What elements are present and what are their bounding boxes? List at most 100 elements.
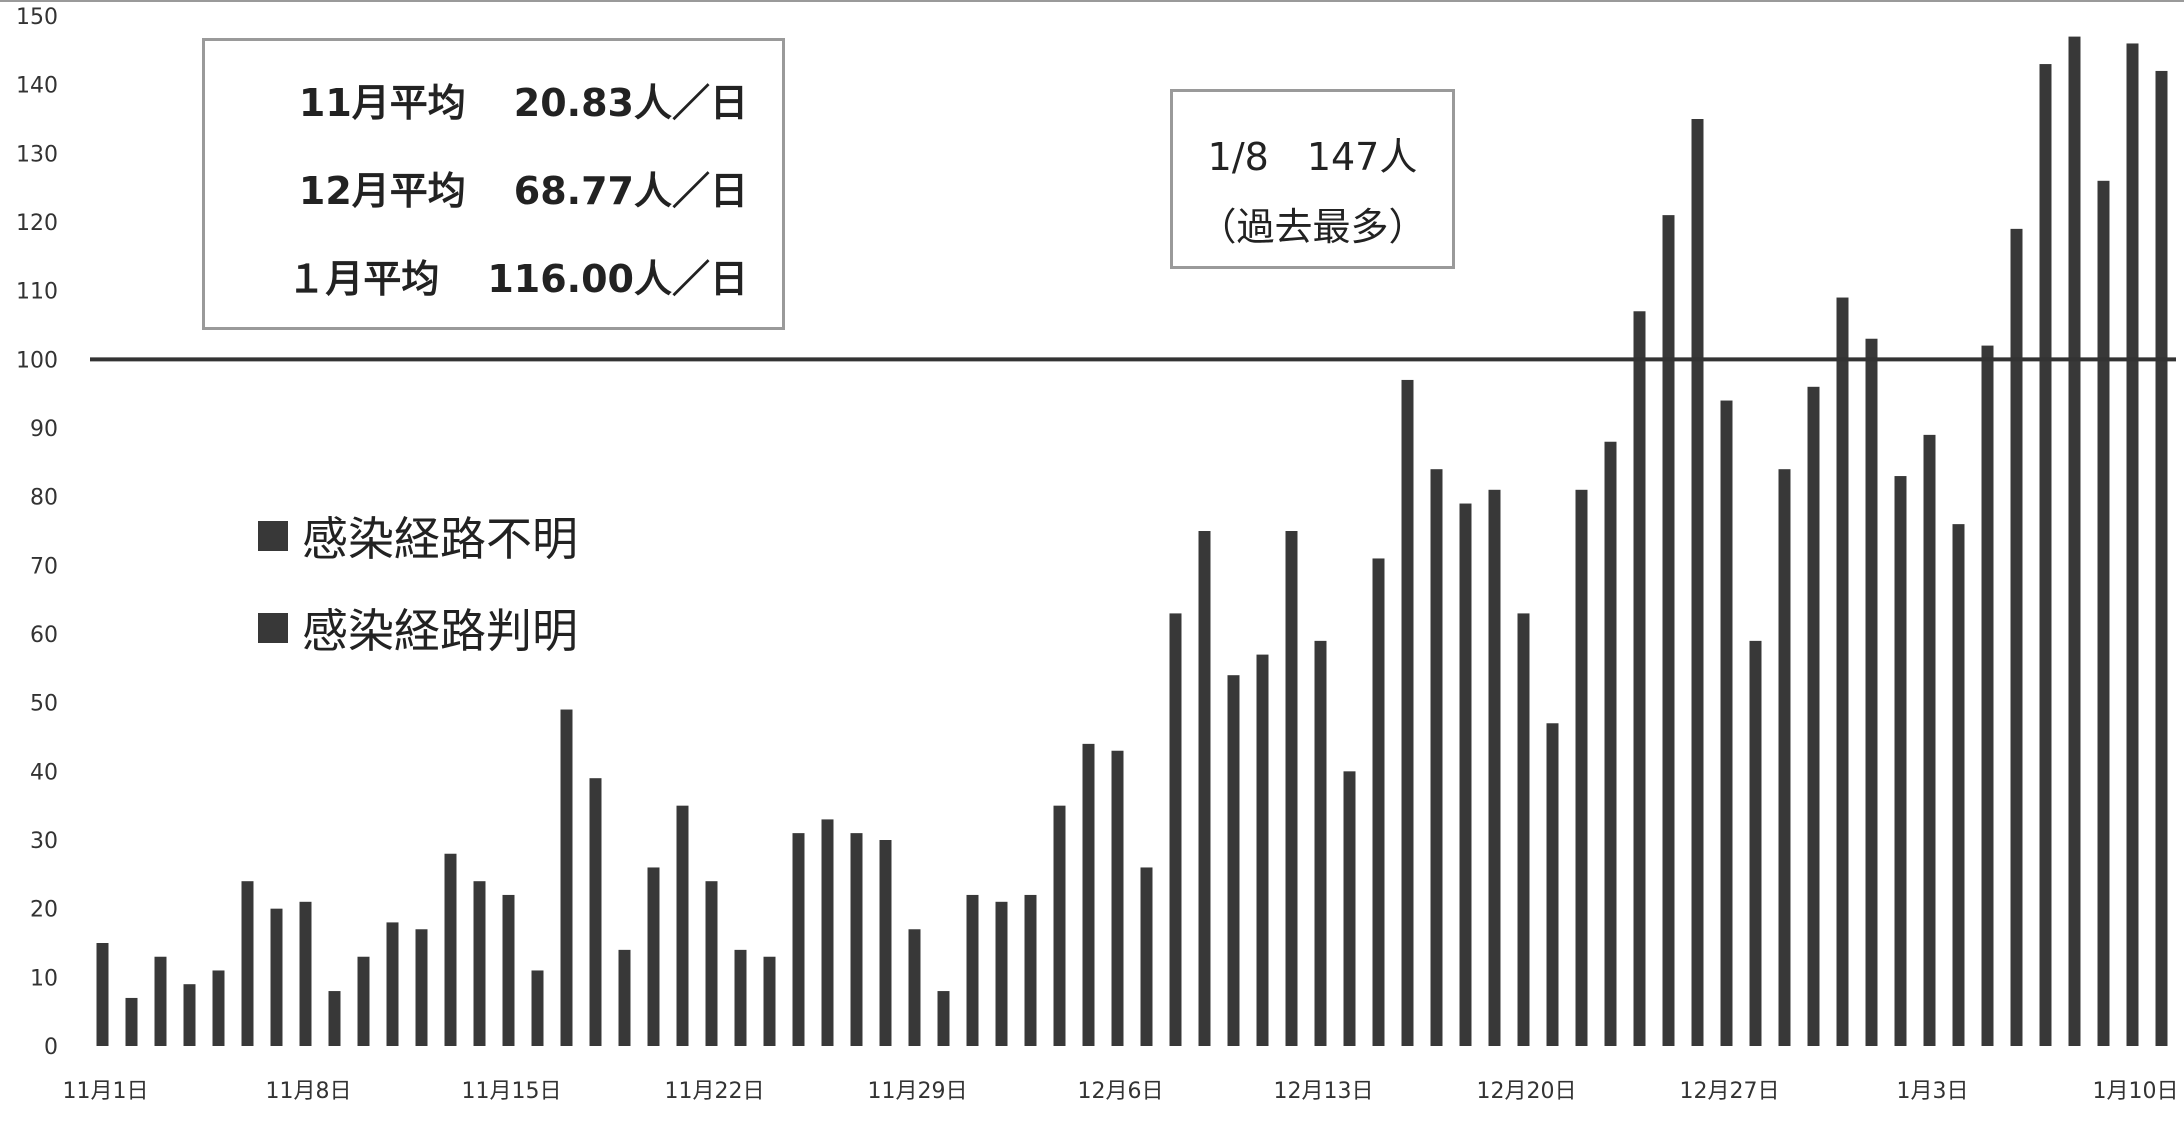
- bar: [1111, 750, 1124, 1046]
- bar: [270, 908, 283, 1046]
- bar: [299, 901, 312, 1046]
- bar: [212, 970, 225, 1046]
- record-annotation-box: 1/8 147人 （過去最多）: [1170, 89, 1455, 269]
- x-tick-label: 11月15日: [462, 1079, 562, 1104]
- bar: [1430, 469, 1443, 1046]
- bar: [1285, 531, 1298, 1046]
- x-axis: 11月1日 11月8日 11月15日 11月22日 11月29日 12月6日 12月13日 1…: [63, 1079, 2179, 1104]
- bar: [1604, 441, 1617, 1046]
- bar: [1691, 119, 1704, 1046]
- bar: [850, 833, 863, 1046]
- legend-label: 感染経路不明: [302, 512, 578, 566]
- bar: [415, 929, 428, 1046]
- legend-swatch: [258, 521, 288, 551]
- bar: [1488, 489, 1501, 1046]
- legend-item-unknown-route: 感染経路不明: [258, 490, 578, 582]
- bar: [2039, 64, 2052, 1047]
- bar: [1836, 297, 1849, 1046]
- legend-swatch: [258, 613, 288, 643]
- bar: [2068, 36, 2081, 1047]
- bar: [357, 956, 370, 1046]
- bar: [1778, 469, 1791, 1046]
- bar: [1169, 613, 1182, 1046]
- bar: [2097, 180, 2110, 1047]
- bar: [1720, 400, 1733, 1046]
- bar: [763, 956, 776, 1046]
- x-tick-label: 12月6日: [1078, 1079, 1164, 1104]
- bar: [995, 901, 1008, 1046]
- bar: [618, 949, 631, 1046]
- legend-item-known-route: 感染経路判明: [258, 582, 578, 674]
- y-tick-label: 80: [30, 486, 58, 511]
- bar: [1053, 805, 1066, 1046]
- bar: [1024, 894, 1037, 1046]
- bar: [792, 833, 805, 1046]
- x-tick-label: 11月22日: [665, 1079, 765, 1104]
- y-tick-label: 90: [30, 417, 58, 442]
- bar: [1517, 613, 1530, 1046]
- bar: [386, 922, 399, 1046]
- x-tick-label: 11月1日: [63, 1079, 149, 1104]
- bar: [1546, 723, 1559, 1046]
- x-tick-label: 12月13日: [1274, 1079, 1374, 1104]
- bar: [328, 991, 341, 1046]
- bar: [1227, 675, 1240, 1046]
- bar: [2155, 70, 2168, 1046]
- bars: [96, 36, 2168, 1047]
- bar: [183, 984, 196, 1046]
- y-tick-label: 50: [30, 692, 58, 717]
- bar: [1401, 379, 1414, 1046]
- y-tick-label: 100: [16, 348, 58, 373]
- x-tick-label: 12月27日: [1680, 1079, 1780, 1104]
- x-tick-label: 12月20日: [1477, 1079, 1577, 1104]
- bar: [1256, 654, 1269, 1046]
- average-value: 116.00人／日: [487, 257, 748, 301]
- bar: [1749, 640, 1762, 1046]
- bar: [647, 867, 660, 1046]
- record-date-count: 1/8 147人: [1207, 135, 1418, 179]
- average-label: １月平均: [287, 257, 440, 301]
- legend-label: 感染経路判明: [302, 604, 578, 658]
- bar: [154, 956, 167, 1046]
- y-tick-label: 0: [44, 1035, 58, 1060]
- bar: [1198, 531, 1211, 1046]
- bar: [1633, 311, 1646, 1046]
- average-value: 20.83人／日: [513, 81, 748, 125]
- average-row-january: １月平均 116.00人／日: [205, 235, 782, 323]
- bar: [966, 894, 979, 1046]
- bar: [2010, 228, 2023, 1046]
- bar: [96, 943, 109, 1046]
- bar: [502, 894, 515, 1046]
- bar: [1140, 867, 1153, 1046]
- bar: [908, 929, 921, 1046]
- bar: [531, 970, 544, 1046]
- monthly-average-box: 11月平均 20.83人／日 12月平均 68.77人／日 １月平均 116.0…: [202, 38, 785, 330]
- average-value: 68.77人／日: [513, 169, 748, 213]
- bar: [676, 805, 689, 1046]
- bar: [444, 853, 457, 1046]
- y-tick-label: 70: [30, 554, 58, 579]
- bar: [1807, 386, 1820, 1046]
- y-tick-label: 130: [16, 142, 58, 167]
- legend: 感染経路不明 感染経路判明: [258, 490, 578, 674]
- y-tick-label: 10: [30, 966, 58, 991]
- bar: [1082, 743, 1095, 1046]
- bar: [1952, 524, 1965, 1046]
- bar: [1314, 640, 1327, 1046]
- record-note: （過去最多）: [1198, 205, 1427, 249]
- bar: [1575, 489, 1588, 1046]
- bar: [1865, 338, 1878, 1046]
- bar: [1923, 434, 1936, 1046]
- bar: [1981, 345, 1994, 1047]
- bar: [2126, 43, 2139, 1046]
- average-label: 11月平均: [298, 81, 466, 125]
- y-tick-label: 140: [16, 74, 58, 99]
- y-tick-label: 30: [30, 829, 58, 854]
- bar: [125, 997, 138, 1046]
- bar: [241, 881, 254, 1046]
- bar: [1372, 558, 1385, 1046]
- bar: [821, 819, 834, 1046]
- x-tick-label: 1月3日: [1897, 1079, 1969, 1104]
- bar: [473, 881, 486, 1046]
